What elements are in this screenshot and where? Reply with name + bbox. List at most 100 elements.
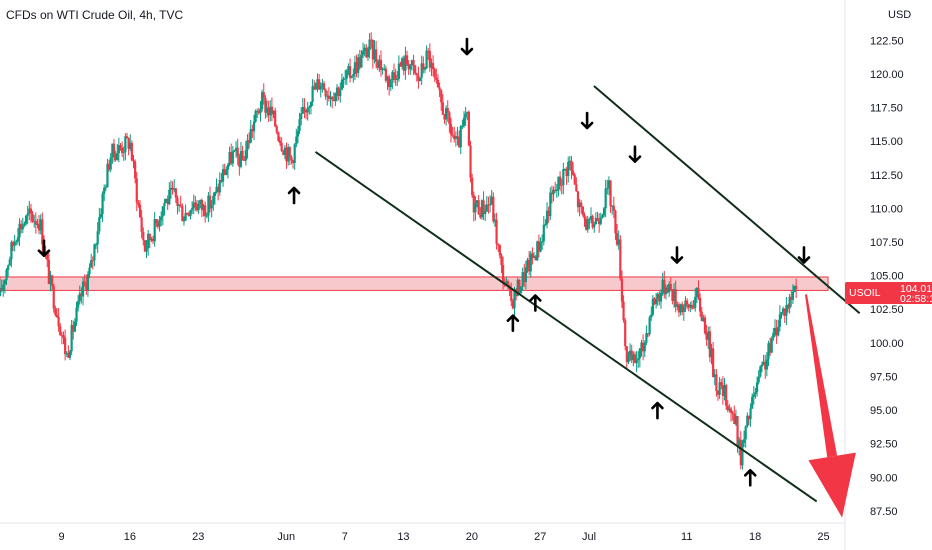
candle-body bbox=[134, 161, 137, 179]
candle-body bbox=[326, 95, 329, 97]
candle-body bbox=[490, 196, 493, 205]
chart-title: CFDs on WTI Crude Oil, 4h, TVC bbox=[6, 8, 184, 22]
candle-body bbox=[601, 215, 604, 218]
channel-lower-line[interactable] bbox=[314, 151, 818, 503]
candle-body bbox=[487, 204, 490, 206]
candle-body bbox=[417, 75, 420, 81]
price-tag[interactable] bbox=[896, 282, 932, 304]
price-tick-label: 110.00 bbox=[870, 203, 903, 215]
candle-body bbox=[541, 241, 544, 243]
candle-body bbox=[130, 142, 133, 161]
candle-body bbox=[23, 223, 26, 226]
candle-body bbox=[694, 296, 697, 308]
candle-body bbox=[249, 129, 252, 143]
candle-body bbox=[611, 205, 614, 207]
arrow-glyph bbox=[743, 468, 757, 487]
candle-body bbox=[695, 288, 698, 297]
candle-body bbox=[591, 216, 594, 228]
candle-body bbox=[702, 317, 705, 321]
down-arrow-icon bbox=[580, 111, 594, 130]
candle-body bbox=[300, 113, 303, 120]
candle-body bbox=[103, 187, 106, 194]
time-tick-label: 23 bbox=[192, 531, 204, 543]
candle-body bbox=[536, 241, 539, 261]
channel-upper-line[interactable] bbox=[593, 85, 861, 315]
candle-body bbox=[106, 163, 109, 188]
candle-body bbox=[316, 79, 319, 84]
candle-body bbox=[710, 348, 713, 358]
candle-body bbox=[392, 72, 396, 75]
candle-body bbox=[772, 332, 775, 339]
resistance-zone[interactable] bbox=[0, 276, 829, 291]
candle-body bbox=[725, 385, 728, 406]
candle-body bbox=[583, 214, 586, 219]
candle-body bbox=[215, 186, 218, 192]
candle-body bbox=[778, 314, 781, 327]
candle-body bbox=[466, 111, 469, 114]
candle-body bbox=[220, 180, 223, 182]
candle-body bbox=[578, 202, 581, 208]
candle-body bbox=[651, 298, 654, 315]
candle-body bbox=[471, 177, 474, 196]
candle-body bbox=[75, 307, 78, 322]
candle-body bbox=[269, 106, 272, 116]
candle-body bbox=[619, 239, 622, 279]
candle-body bbox=[280, 143, 283, 151]
price-tick-label: 105.00 bbox=[870, 271, 904, 283]
time-tick-label: Jun bbox=[277, 531, 295, 543]
candle-body bbox=[666, 287, 669, 293]
candle-body bbox=[86, 274, 90, 291]
candle-body bbox=[337, 87, 340, 96]
candle-body bbox=[472, 195, 475, 213]
candle-body bbox=[26, 213, 29, 216]
candle-body bbox=[712, 348, 715, 377]
candle-body bbox=[379, 59, 383, 70]
candle-body bbox=[645, 333, 648, 343]
candle-body bbox=[127, 138, 130, 149]
candle-body bbox=[340, 79, 344, 90]
candle-body bbox=[90, 260, 93, 268]
candle-body bbox=[277, 132, 280, 141]
candle-body bbox=[290, 156, 293, 161]
candle-body bbox=[365, 47, 368, 58]
candle-body bbox=[729, 408, 733, 413]
price-tick-label: 92.50 bbox=[870, 439, 898, 451]
candle-body bbox=[93, 244, 96, 261]
candle-body bbox=[650, 314, 653, 318]
candle-body bbox=[191, 208, 194, 211]
candle-body bbox=[493, 219, 497, 222]
candle-body bbox=[345, 70, 348, 79]
candle-body bbox=[264, 97, 267, 113]
candle-body bbox=[555, 189, 558, 191]
candle-body bbox=[549, 192, 552, 217]
candle-body bbox=[425, 50, 428, 69]
candle-body bbox=[236, 147, 239, 157]
candle-body bbox=[265, 107, 269, 113]
candle-body bbox=[749, 408, 752, 420]
candle-body bbox=[313, 86, 316, 90]
candle-body bbox=[135, 178, 138, 203]
candle-body bbox=[11, 242, 15, 246]
candle-body bbox=[374, 49, 378, 62]
candle-body bbox=[311, 86, 314, 103]
candle-body bbox=[350, 76, 353, 78]
candle-body bbox=[94, 244, 98, 246]
candle-body bbox=[267, 107, 270, 116]
arrow-glyph bbox=[651, 401, 664, 420]
candle-body bbox=[580, 202, 583, 207]
candle-body bbox=[414, 65, 417, 74]
candle-body bbox=[537, 241, 541, 252]
candle-body bbox=[677, 304, 681, 313]
candle-body bbox=[428, 51, 431, 68]
candle-body bbox=[617, 239, 620, 245]
candle-body bbox=[111, 143, 114, 158]
candle-body bbox=[785, 305, 788, 316]
candle-body bbox=[64, 337, 67, 355]
candle-body bbox=[492, 196, 495, 222]
candle-body bbox=[20, 223, 23, 230]
price-tag-countdown: 02:58:17 bbox=[900, 293, 932, 305]
candle-body bbox=[788, 296, 791, 309]
candle-body bbox=[46, 252, 49, 260]
candle-body bbox=[612, 205, 615, 211]
